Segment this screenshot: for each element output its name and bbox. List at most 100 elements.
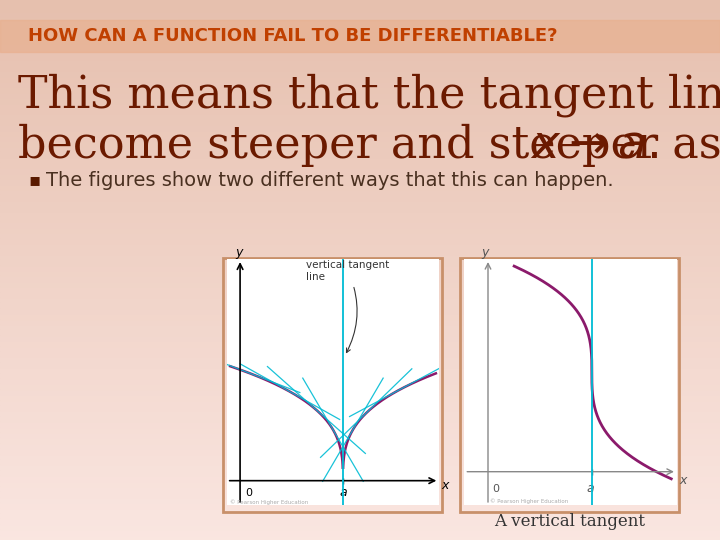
Text: ▪: ▪ (28, 171, 40, 189)
Bar (0, 81, 720, 86)
Bar (0, 16, 720, 22)
Bar (0, 400, 720, 405)
Bar (0, 308, 720, 313)
Bar (0, 238, 720, 243)
Bar (0, 11, 720, 16)
Text: The figures show two different ways that this can happen.: The figures show two different ways that… (46, 171, 613, 190)
Bar (0, 443, 720, 448)
Text: $x \rightarrow a.$: $x \rightarrow a.$ (530, 123, 658, 167)
Bar (0, 5, 720, 11)
Bar (0, 259, 720, 265)
Bar (0, 130, 720, 135)
Bar (0, 319, 720, 324)
Text: © Pearson Higher Education: © Pearson Higher Education (230, 499, 308, 504)
Bar (0, 529, 720, 535)
Bar (0, 103, 720, 108)
Text: x: x (679, 474, 687, 487)
Bar (0, 173, 720, 178)
Bar (0, 421, 720, 427)
Bar (0, 65, 720, 70)
Bar (0, 221, 720, 227)
Bar (0, 281, 720, 286)
Bar (0, 140, 720, 146)
Bar (0, 535, 720, 540)
Bar (0, 243, 720, 248)
Bar (0, 508, 720, 513)
Bar (0, 27, 720, 32)
Bar (0, 362, 720, 367)
Bar (0, 405, 720, 410)
Bar (0, 113, 720, 119)
Bar (0, 410, 720, 416)
Bar (0, 162, 720, 167)
Bar (0, 464, 720, 470)
Text: a: a (340, 486, 347, 499)
Text: x: x (441, 479, 449, 492)
Bar (223, 258, 442, 512)
Bar (0, 427, 720, 432)
Bar (0, 92, 720, 97)
Bar (0, 124, 720, 130)
Bar (0, 378, 720, 383)
Bar (0, 216, 720, 221)
Bar (0, 335, 720, 340)
Bar (0, 254, 720, 259)
Text: vertical tangent
line: vertical tangent line (307, 260, 390, 353)
Bar (0, 270, 720, 275)
Bar (0, 340, 720, 346)
Bar (0, 0, 720, 5)
Bar (0, 32, 720, 38)
Bar (0, 200, 720, 205)
Bar (0, 38, 720, 43)
Bar (0, 189, 720, 194)
Text: This means that the tangent lines: This means that the tangent lines (18, 73, 720, 117)
Bar (0, 184, 720, 189)
Bar (0, 146, 720, 151)
Bar (0, 194, 720, 200)
Bar (0, 497, 720, 502)
Bar (0, 329, 720, 335)
Bar (0, 367, 720, 373)
Bar (0, 49, 720, 54)
Bar (0, 302, 720, 308)
Bar (0, 373, 720, 378)
Bar (0, 86, 720, 92)
Bar (0, 491, 720, 497)
Bar (0, 286, 720, 292)
Bar (0, 459, 720, 464)
Bar (0, 43, 720, 49)
Bar (0, 205, 720, 211)
Bar (0, 178, 720, 184)
Bar (0, 211, 720, 216)
Bar (0, 76, 720, 81)
Bar (0, 518, 720, 524)
Text: become steeper and steeper as: become steeper and steeper as (18, 124, 720, 166)
Text: A vertical tangent: A vertical tangent (495, 514, 646, 530)
Text: © Pearson Higher Education: © Pearson Higher Education (490, 498, 569, 504)
Text: HOW CAN A FUNCTION FAIL TO BE DIFFERENTIABLE?: HOW CAN A FUNCTION FAIL TO BE DIFFERENTI… (28, 27, 557, 45)
Bar (0, 227, 720, 232)
Bar (0, 232, 720, 238)
Bar (0, 475, 720, 481)
Bar (0, 486, 720, 491)
Text: 0: 0 (245, 488, 252, 498)
Bar (0, 437, 720, 443)
Text: y: y (235, 246, 243, 259)
Bar (0, 70, 720, 76)
Bar (0, 292, 720, 297)
Bar (0, 389, 720, 394)
Bar (0, 524, 720, 529)
Bar (0, 248, 720, 254)
Bar (0, 97, 720, 103)
Bar (0, 313, 720, 319)
Bar (0, 454, 720, 459)
Bar (0, 54, 720, 59)
Bar (0, 394, 720, 400)
Bar (0, 470, 720, 475)
Bar (0, 324, 720, 329)
Bar (0, 432, 720, 437)
Bar (0, 297, 720, 302)
Bar (0, 481, 720, 486)
Bar (0, 20, 720, 52)
Bar (0, 265, 720, 270)
